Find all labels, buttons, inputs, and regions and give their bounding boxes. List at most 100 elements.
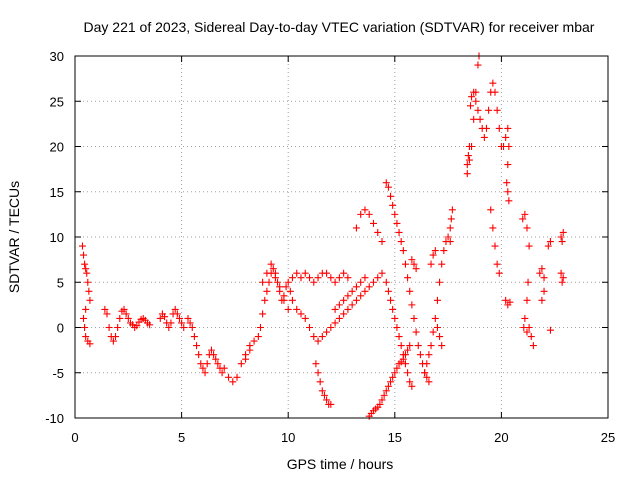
data-point — [314, 369, 322, 377]
data-point — [276, 283, 284, 291]
data-point — [399, 351, 407, 359]
data-point — [408, 301, 416, 309]
data-point — [214, 360, 222, 368]
y-tick-label: 20 — [50, 140, 64, 155]
axis-ticks — [74, 55, 609, 419]
data-point — [331, 319, 339, 327]
data-point — [504, 161, 512, 169]
data-point — [250, 337, 258, 345]
data-point — [327, 400, 335, 408]
data-point — [161, 313, 169, 321]
data-point — [444, 233, 452, 241]
data-point — [440, 247, 448, 255]
data-point — [391, 314, 399, 322]
data-point — [335, 314, 343, 322]
data-point — [320, 391, 328, 399]
data-point — [327, 324, 335, 331]
data-point — [365, 283, 373, 291]
data-point — [493, 106, 501, 114]
data-point — [559, 228, 567, 236]
data-point — [536, 269, 544, 277]
data-point — [259, 310, 267, 318]
data-point — [391, 210, 399, 218]
data-point — [529, 342, 537, 350]
data-point — [380, 391, 388, 399]
data-point — [397, 342, 405, 350]
data-point — [382, 387, 390, 395]
data-point — [323, 396, 331, 404]
data-point — [195, 351, 203, 359]
data-point — [116, 314, 124, 322]
data-point — [284, 278, 292, 286]
data-point — [271, 274, 279, 282]
data-point — [429, 328, 437, 336]
data-point — [470, 88, 478, 96]
data-point — [505, 197, 513, 205]
data-point — [365, 210, 373, 218]
data-point — [357, 210, 365, 218]
data-point — [474, 61, 482, 69]
data-point — [521, 210, 529, 218]
data-point — [348, 301, 356, 309]
data-point — [416, 351, 424, 359]
data-point — [525, 242, 533, 250]
data-point — [274, 278, 282, 286]
data-point — [472, 97, 480, 105]
data-point — [331, 278, 339, 286]
data-point — [464, 152, 472, 160]
x-axis-label: GPS time / hours — [287, 456, 394, 472]
data-point — [387, 296, 395, 304]
data-point — [378, 396, 386, 404]
data-point — [263, 269, 271, 277]
plot-frame — [74, 55, 609, 419]
data-point — [523, 224, 531, 232]
data-point — [188, 324, 196, 331]
x-tick-label: 15 — [388, 430, 402, 445]
data-point — [447, 215, 455, 223]
data-point — [361, 274, 369, 282]
data-point — [491, 242, 499, 250]
data-point — [184, 314, 192, 322]
y-tick-label: -10 — [45, 411, 64, 426]
data-point — [207, 346, 215, 354]
data-point — [173, 310, 181, 318]
data-point — [502, 296, 510, 304]
data-point — [186, 319, 194, 327]
data-point — [323, 328, 331, 336]
data-point — [286, 287, 294, 295]
data-point — [369, 278, 377, 286]
data-point — [233, 373, 241, 381]
data-point — [112, 333, 120, 341]
data-point — [297, 310, 305, 318]
data-point — [314, 274, 322, 282]
data-point — [558, 238, 566, 246]
data-point — [495, 124, 503, 132]
data-point — [109, 337, 117, 345]
data-point — [433, 324, 441, 331]
x-tick-label: 0 — [71, 430, 78, 445]
data-point — [165, 324, 173, 331]
data-point — [482, 124, 490, 132]
data-point — [506, 298, 514, 306]
data-point — [267, 260, 275, 268]
data-point — [180, 324, 188, 331]
data-point — [82, 305, 90, 313]
data-point — [438, 260, 446, 268]
data-point — [201, 369, 209, 377]
y-tick-label: 10 — [50, 230, 64, 245]
data-point — [146, 321, 154, 329]
data-point — [448, 206, 456, 214]
data-point — [369, 219, 377, 227]
data-point — [406, 287, 414, 295]
data-point — [525, 324, 533, 331]
data-point — [378, 238, 386, 246]
data-point — [301, 269, 309, 277]
data-point — [393, 324, 401, 331]
data-point — [81, 260, 89, 268]
data-point — [361, 287, 369, 295]
data-point — [310, 333, 318, 341]
data-point — [374, 228, 382, 236]
data-point — [523, 296, 531, 304]
data-point — [421, 369, 429, 377]
data-point — [156, 314, 164, 322]
